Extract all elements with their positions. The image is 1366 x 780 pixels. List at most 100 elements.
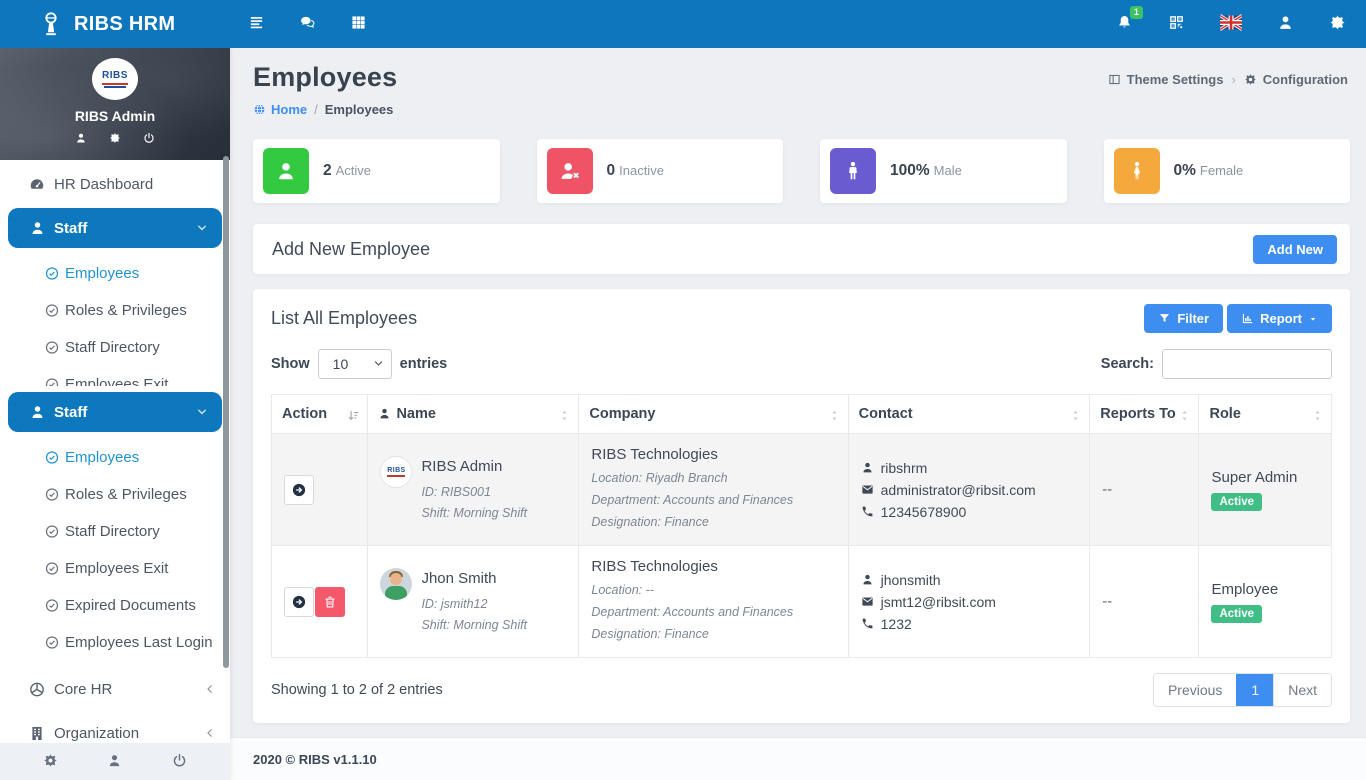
settings-button[interactable]: [1325, 10, 1350, 38]
gear-icon: [109, 132, 121, 144]
brand-title: RIBS HRM: [74, 12, 176, 35]
header-arrow: ›: [1231, 72, 1236, 87]
phone-icon: [861, 617, 874, 630]
stats-row: 2 Active 0 Inactive 100% Male 0% Female: [253, 139, 1350, 203]
avatar-logo-text: RIBS: [102, 69, 128, 81]
company-name: RIBS Technologies: [591, 558, 718, 575]
sidebar-section-core-hr[interactable]: Core HR: [0, 669, 230, 709]
user-icon: [21, 220, 54, 236]
column-header-contact[interactable]: Contact: [847, 394, 1091, 434]
stat-inactive-value: 0: [606, 162, 616, 179]
report-button[interactable]: Report: [1227, 304, 1332, 333]
globe-icon: [253, 103, 266, 116]
sidebar-item-employees-exit[interactable]: Employees Exit: [0, 366, 230, 386]
employee-shift: Shift: Morning Shift: [421, 617, 528, 632]
building-icon: [20, 725, 54, 742]
sidebar-item-staff-directory[interactable]: Staff Directory: [0, 513, 230, 550]
sidebar-item-expired-documents[interactable]: Expired Documents: [0, 587, 230, 624]
sidebar-section-organization[interactable]: Organization: [0, 713, 230, 743]
column-header-action[interactable]: Action: [270, 394, 369, 434]
configuration-link[interactable]: Configuration: [1244, 72, 1348, 87]
entries-label: entries: [399, 356, 448, 372]
sidebar-item-staff-directory[interactable]: Staff Directory: [0, 329, 230, 366]
sidebar-scrollbar[interactable]: [223, 156, 229, 668]
filter-button[interactable]: Filter: [1144, 304, 1224, 333]
columns-icon: [1108, 73, 1121, 86]
brand-logo-icon: [38, 11, 64, 37]
profile-name: RIBS Admin: [74, 108, 156, 124]
theme-settings-link[interactable]: Theme Settings: [1108, 72, 1223, 87]
employee-id: ID: jsmith12: [421, 596, 488, 611]
company-location: Location: Riyadh Branch: [591, 471, 728, 485]
employee-name: RIBS Admin: [421, 457, 503, 475]
messages-button[interactable]: [295, 10, 320, 38]
stat-card-active: 2 Active: [253, 139, 500, 203]
sort-icon: [558, 409, 571, 422]
profile-user-button[interactable]: [75, 131, 87, 145]
employee-avatar: [380, 567, 413, 600]
stat-card-inactive: 0 Inactive: [536, 139, 783, 203]
view-employee-button[interactable]: [284, 474, 314, 505]
employee-role: Super Admin: [1211, 468, 1298, 486]
ball-icon: [20, 681, 54, 698]
brand[interactable]: RIBS HRM: [0, 11, 230, 37]
sidebar-section-staff-2[interactable]: Staff: [8, 392, 222, 432]
stat-male-label: Male: [933, 163, 962, 178]
sidebar: RIBS RIBS Admin HR Dashboard Staff Emplo…: [0, 48, 230, 780]
column-header-company[interactable]: Company: [578, 394, 849, 434]
next-page-button[interactable]: Next: [1273, 674, 1331, 706]
column-header-reports-to[interactable]: Reports To: [1089, 394, 1200, 434]
user-icon: [21, 404, 54, 420]
sidebar-item-hr-dashboard[interactable]: HR Dashboard: [0, 164, 230, 204]
profile-logout-button[interactable]: [143, 131, 155, 145]
page-1-button[interactable]: 1: [1236, 674, 1274, 706]
view-employee-button[interactable]: [284, 586, 314, 617]
check-circle-icon: [39, 635, 65, 650]
apps-button[interactable]: [346, 10, 371, 38]
sidebar-item-employees[interactable]: Employees: [0, 439, 230, 476]
stat-active-value: 2: [323, 162, 332, 179]
column-header-name[interactable]: Name: [367, 394, 580, 434]
sidebar-item-employees-exit[interactable]: Employees Exit: [0, 550, 230, 587]
user-icon: [1277, 14, 1294, 31]
notification-badge: 1: [1129, 6, 1143, 19]
language-button[interactable]: [1216, 10, 1246, 38]
column-header-role[interactable]: Role: [1198, 394, 1332, 434]
delete-employee-button[interactable]: [315, 586, 345, 617]
qr-scan-button[interactable]: [1164, 10, 1189, 38]
page-footer: 2020 © RIBS v1.1.10: [230, 737, 1366, 780]
sidebar-item-roles-privileges[interactable]: Roles & Privileges: [0, 292, 230, 329]
funnel-icon: [1158, 312, 1171, 325]
sidebar-item-employees[interactable]: Employees: [0, 255, 230, 292]
status-badge: Active: [1211, 492, 1262, 511]
sidebar-item-roles-privileges[interactable]: Roles & Privileges: [0, 476, 230, 513]
previous-page-button[interactable]: Previous: [1153, 674, 1237, 706]
contact-phone: 12345678900: [880, 503, 967, 520]
user-icon: [861, 461, 874, 474]
employees-table: Action Name Company Contact Reports To R…: [270, 394, 1332, 658]
profile-menu-button[interactable]: [1273, 10, 1298, 38]
sidebar-toggle-button[interactable]: [244, 10, 269, 38]
stat-female-label: Female: [1199, 163, 1244, 178]
footer-settings-button[interactable]: [43, 753, 58, 770]
add-new-button[interactable]: Add New: [1253, 234, 1337, 264]
chevron-left-icon: [204, 683, 216, 695]
sidebar-item-employees-last-login[interactable]: Employees Last Login: [0, 624, 230, 661]
pagination: Previous 1 Next: [1152, 673, 1332, 707]
company-department: Department: Accounts and Finances: [591, 605, 794, 619]
search-input[interactable]: [1162, 349, 1332, 379]
sidebar-section-staff[interactable]: Staff: [8, 208, 222, 248]
reports-to-value: --: [1102, 481, 1113, 498]
footer-profile-button[interactable]: [107, 753, 122, 770]
search-label: Search:: [1100, 356, 1154, 372]
notifications-button[interactable]: 1: [1112, 6, 1143, 38]
trash-icon: [323, 595, 337, 609]
profile-settings-button[interactable]: [109, 131, 121, 145]
sort-amount-icon: [347, 409, 360, 422]
breadcrumb-home-link[interactable]: Home: [253, 102, 307, 117]
stat-male-value: 100%: [890, 162, 930, 179]
stat-card-male: 100% Male: [820, 139, 1067, 203]
footer-power-button[interactable]: [172, 753, 187, 770]
page-size-select[interactable]: 10: [317, 349, 392, 379]
page-title: Employees: [253, 62, 398, 92]
